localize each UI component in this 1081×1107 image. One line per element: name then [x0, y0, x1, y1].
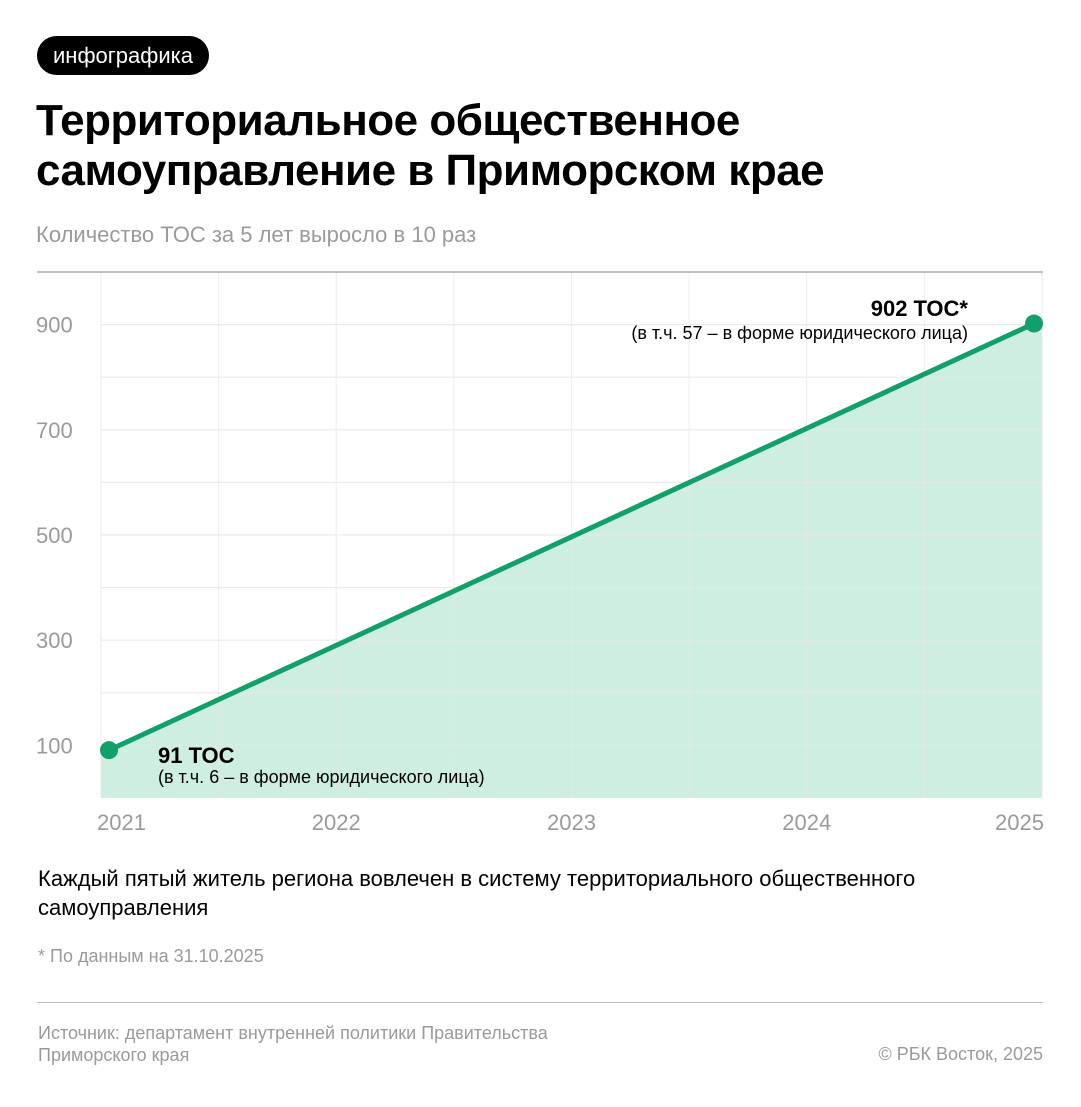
data-point [100, 741, 118, 760]
data-point [1025, 314, 1043, 333]
footnote: * По данным на 31.10.2025 [38, 946, 264, 966]
chart: 100 300 500 700 900 2021 2022 2023 2024 2025 91 ТО… [36, 271, 1044, 835]
y-tick-label: 900 [36, 313, 73, 338]
data-label: 902 ТОС* [871, 296, 969, 321]
data-label-sub: (в т.ч. 6 – в форме юридического лица) [158, 767, 485, 787]
series-line [106, 321, 1037, 753]
subtitle: Количество ТОС за 5 лет выросло в 10 раз [36, 222, 477, 247]
y-tick-label: 300 [36, 628, 73, 653]
y-tick-label: 500 [36, 523, 73, 548]
y-tick-label: 100 [36, 733, 73, 758]
page-title: Территориальное общественное самоуправле… [36, 96, 825, 195]
divider [37, 1002, 1043, 1003]
x-tick-label: 2023 [547, 810, 596, 835]
copyright: © РБК Восток, 2025 [878, 1044, 1043, 1064]
x-tick-label: 2024 [782, 810, 831, 835]
x-tick-label: 2021 [97, 810, 146, 835]
note: Каждый пятый житель региона вовлечен в с… [38, 866, 916, 920]
x-tick-label: 2022 [312, 810, 361, 835]
x-tick-label: 2025 [995, 810, 1044, 835]
data-label: 91 ТОС [158, 743, 235, 768]
infographic-badge: инфографика [37, 36, 210, 75]
source: Источник: департамент внутренней политик… [38, 1023, 548, 1065]
data-label-sub: (в т.ч. 57 – в форме юридического лица) [631, 323, 968, 343]
y-tick-label: 700 [36, 418, 73, 443]
